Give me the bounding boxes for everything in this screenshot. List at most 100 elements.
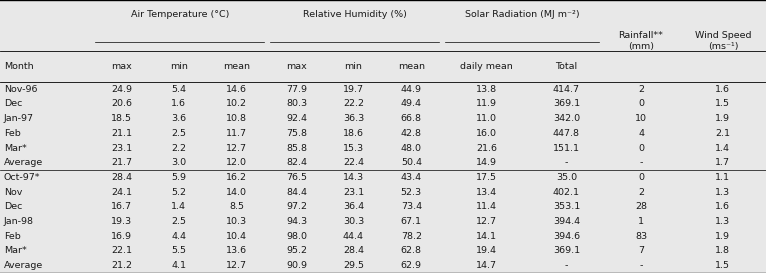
Text: Average: Average	[4, 158, 43, 167]
Text: Mar*: Mar*	[4, 144, 27, 153]
Text: 1.6: 1.6	[171, 99, 186, 108]
Text: 13.4: 13.4	[476, 188, 497, 197]
Text: 1.7: 1.7	[715, 158, 731, 167]
Text: 11.4: 11.4	[476, 202, 497, 211]
Text: 21.7: 21.7	[111, 158, 133, 167]
Text: -: -	[565, 158, 568, 167]
Text: 29.5: 29.5	[343, 261, 364, 270]
Text: 1.1: 1.1	[715, 173, 731, 182]
Text: Nov-96: Nov-96	[4, 85, 38, 94]
Text: 1.5: 1.5	[715, 99, 731, 108]
Text: Month: Month	[4, 62, 34, 71]
Text: Solar Radiation (MJ m⁻²): Solar Radiation (MJ m⁻²)	[465, 10, 579, 19]
Text: Rainfall**
(mm): Rainfall** (mm)	[619, 31, 663, 51]
Text: -: -	[640, 158, 643, 167]
Text: 8.5: 8.5	[229, 202, 244, 211]
Text: 21.2: 21.2	[111, 261, 133, 270]
Text: 18.6: 18.6	[343, 129, 364, 138]
Text: 24.9: 24.9	[111, 85, 133, 94]
Text: 13.8: 13.8	[476, 85, 497, 94]
Text: 14.9: 14.9	[476, 158, 497, 167]
Text: 1: 1	[638, 217, 644, 226]
Text: 22.2: 22.2	[343, 99, 364, 108]
Text: 97.2: 97.2	[286, 202, 307, 211]
Text: 83: 83	[635, 232, 647, 241]
Text: 95.2: 95.2	[286, 247, 307, 256]
Text: 4: 4	[638, 129, 644, 138]
Text: 19.7: 19.7	[343, 85, 364, 94]
Text: 21.6: 21.6	[476, 144, 497, 153]
Text: 62.9: 62.9	[401, 261, 422, 270]
Text: 2.1: 2.1	[715, 129, 731, 138]
Text: Dec: Dec	[4, 99, 22, 108]
Text: 414.7: 414.7	[553, 85, 580, 94]
Text: 19.3: 19.3	[111, 217, 133, 226]
Text: daily mean: daily mean	[460, 62, 512, 71]
Text: Jan-98: Jan-98	[4, 217, 34, 226]
Text: 12.0: 12.0	[226, 158, 247, 167]
Text: 20.6: 20.6	[111, 99, 133, 108]
Text: 85.8: 85.8	[286, 144, 307, 153]
Text: 1.9: 1.9	[715, 114, 731, 123]
Text: 98.0: 98.0	[286, 232, 307, 241]
Text: 73.4: 73.4	[401, 202, 422, 211]
Text: 13.6: 13.6	[226, 247, 247, 256]
Text: 4.4: 4.4	[171, 232, 186, 241]
Text: 76.5: 76.5	[286, 173, 307, 182]
Text: max: max	[112, 62, 133, 71]
Text: 80.3: 80.3	[286, 99, 307, 108]
Text: -: -	[565, 261, 568, 270]
Text: 16.2: 16.2	[226, 173, 247, 182]
Text: 44.4: 44.4	[343, 232, 364, 241]
Text: 1.9: 1.9	[715, 232, 731, 241]
Text: Relative Humidity (%): Relative Humidity (%)	[303, 10, 407, 19]
Text: 5.9: 5.9	[171, 173, 186, 182]
Text: 35.0: 35.0	[556, 173, 577, 182]
Text: mean: mean	[223, 62, 250, 71]
Text: 2: 2	[638, 85, 644, 94]
Text: min: min	[169, 62, 188, 71]
Text: 62.8: 62.8	[401, 247, 422, 256]
Text: 1.3: 1.3	[715, 217, 731, 226]
Text: 12.7: 12.7	[226, 261, 247, 270]
Text: 43.4: 43.4	[401, 173, 422, 182]
Text: 66.8: 66.8	[401, 114, 422, 123]
Text: 21.1: 21.1	[111, 129, 133, 138]
Text: 11.0: 11.0	[476, 114, 497, 123]
Text: 23.1: 23.1	[343, 188, 364, 197]
Text: 11.7: 11.7	[226, 129, 247, 138]
Text: 94.3: 94.3	[286, 217, 307, 226]
Text: 75.8: 75.8	[286, 129, 307, 138]
Text: 28.4: 28.4	[111, 173, 133, 182]
Text: 10.2: 10.2	[226, 99, 247, 108]
Text: 16.7: 16.7	[111, 202, 133, 211]
Text: 1.6: 1.6	[715, 85, 731, 94]
Text: 353.1: 353.1	[553, 202, 580, 211]
Text: 10.4: 10.4	[226, 232, 247, 241]
Text: 1.8: 1.8	[715, 247, 731, 256]
Text: 18.5: 18.5	[111, 114, 133, 123]
Text: 5.5: 5.5	[171, 247, 186, 256]
Text: Dec: Dec	[4, 202, 22, 211]
Text: 28.4: 28.4	[343, 247, 364, 256]
Text: 49.4: 49.4	[401, 99, 422, 108]
Text: 78.2: 78.2	[401, 232, 422, 241]
Text: 84.4: 84.4	[286, 188, 307, 197]
Text: mean: mean	[398, 62, 425, 71]
Text: 36.3: 36.3	[343, 114, 364, 123]
Text: Feb: Feb	[4, 232, 21, 241]
Text: 42.8: 42.8	[401, 129, 422, 138]
Text: 1.5: 1.5	[715, 261, 731, 270]
Text: 5.4: 5.4	[171, 85, 186, 94]
Text: Mar*: Mar*	[4, 247, 27, 256]
Text: 2: 2	[638, 188, 644, 197]
Text: Total: Total	[555, 62, 578, 71]
Text: 44.9: 44.9	[401, 85, 422, 94]
Text: 17.5: 17.5	[476, 173, 497, 182]
Text: 10: 10	[635, 114, 647, 123]
Text: 15.3: 15.3	[343, 144, 364, 153]
Text: Feb: Feb	[4, 129, 21, 138]
Text: 394.6: 394.6	[553, 232, 580, 241]
Text: 4.1: 4.1	[171, 261, 186, 270]
Text: 22.1: 22.1	[111, 247, 133, 256]
